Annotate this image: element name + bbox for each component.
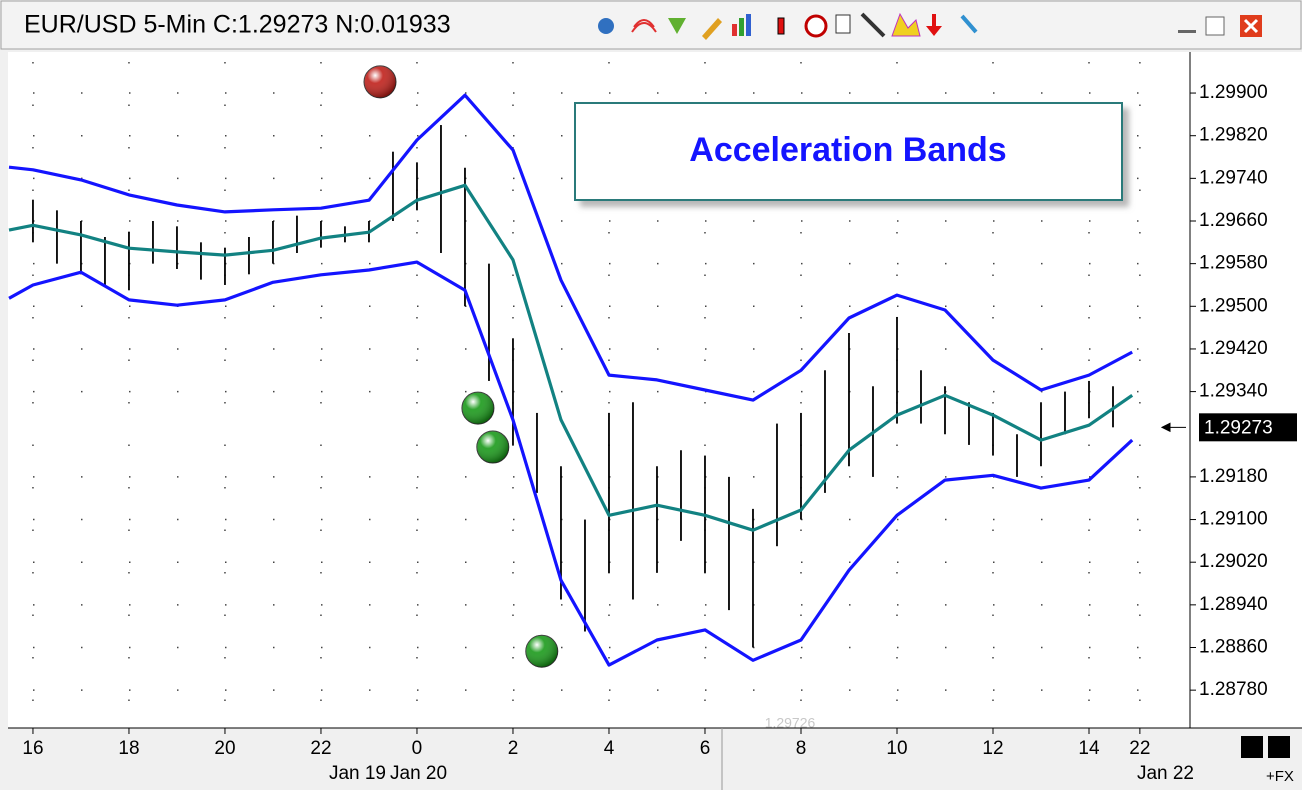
corner-label: +FX [1266,768,1294,785]
tool-icon[interactable] [777,17,785,35]
y-tick-label: 1.29020 [1199,551,1268,572]
tool-icon[interactable] [891,12,921,37]
y-tick-label: 1.29820 [1199,125,1268,146]
band-line [8,93,1133,402]
x-tick-label: 20 [214,738,235,759]
y-tick-label: 1.29740 [1199,167,1268,188]
tool-icon[interactable] [960,14,978,34]
x-tick-label: 22 [1129,738,1150,759]
tool-icon[interactable] [804,14,828,38]
y-tick-label: 1.29500 [1199,295,1268,316]
x-tick-label: 22 [310,738,331,759]
annotation: Acceleration Bands [689,131,1006,169]
minimize-button[interactable] [1178,30,1196,33]
y-axis-area [1190,52,1302,728]
price-tag-label: 1.29273 [1204,417,1273,438]
tool-icon[interactable] [746,14,751,36]
tool-icon[interactable] [668,18,686,34]
x-tick-label: 18 [118,738,139,759]
y-tick-label: 1.28940 [1199,594,1268,615]
date-label: Jan 22 [1137,763,1194,784]
price-tag [1199,413,1297,442]
y-tick-label: 1.28780 [1199,679,1268,700]
x-tick-label: 16 [22,738,43,759]
y-tick-label: 1.28860 [1199,637,1268,658]
y-tick-label: 1.29660 [1199,210,1268,231]
tool-icon[interactable] [926,14,942,36]
band-line [8,183,1134,532]
y-tick-label: 1.29100 [1199,509,1268,530]
maximize-button[interactable] [1205,16,1225,36]
corner-block [1241,736,1263,758]
tool-icon[interactable] [835,14,851,34]
y-tick-label: 1.29900 [1199,82,1268,103]
tool-icon[interactable] [860,12,886,38]
chart-title: EUR/USD 5-Min C:1.29273 N:0.01933 [24,11,451,39]
signal-shine [525,635,558,668]
toolbar [598,12,1262,40]
signal-shine [364,65,397,98]
close-icon [1243,18,1259,34]
y-tick-label: 1.29420 [1199,338,1268,359]
band-line [8,260,1134,667]
tool-icon[interactable] [598,18,614,34]
tool-icon[interactable] [732,24,737,36]
x-tick-label: 4 [604,738,615,759]
date-label: Jan 19 [329,763,386,784]
signal-shine [461,392,494,425]
plot [8,52,1185,728]
signal-shine [476,431,509,464]
price-arrow [1160,422,1186,433]
x-tick-label: 2 [508,738,519,759]
date-label: Jan 20 [390,763,447,784]
y-tick-label: 1.29340 [1199,381,1268,402]
x-tick-label: 8 [796,738,807,759]
crosshair-label: 1.29726 [765,715,816,731]
y-tick-label: 1.29580 [1199,253,1268,274]
x-tick-label: 14 [1078,738,1100,759]
tool-icon[interactable] [739,18,744,36]
x-tick-label: 10 [886,738,907,759]
annotation-box [574,102,1123,201]
corner-block [1268,736,1290,758]
x-tick-label: 12 [982,738,1003,759]
y-tick-label: 1.29180 [1199,466,1268,487]
x-tick-label: 0 [412,738,423,759]
x-tick-label: 6 [700,738,711,759]
tool-icon[interactable] [631,19,657,33]
tool-icon[interactable] [702,18,722,40]
